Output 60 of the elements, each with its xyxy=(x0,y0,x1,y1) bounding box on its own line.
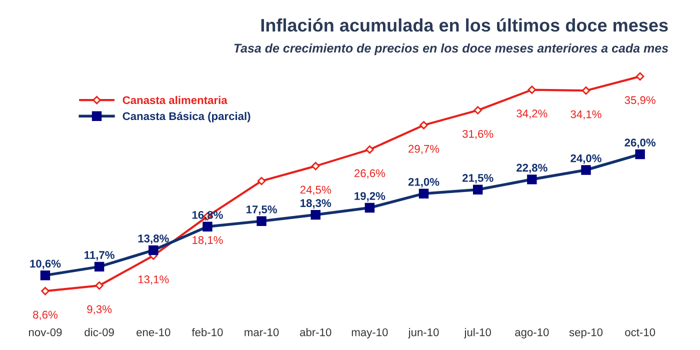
data-label: 22,8% xyxy=(516,164,548,174)
x-tick-label: sep-10 xyxy=(569,328,603,338)
point xyxy=(311,162,320,170)
data-label: 17,5% xyxy=(246,206,277,215)
x-tick-label: dic-09 xyxy=(84,328,114,336)
data-label: 26,0% xyxy=(624,138,656,148)
data-label: 13,1% xyxy=(138,275,169,285)
point xyxy=(581,165,591,175)
data-label: 18,1% xyxy=(192,236,223,246)
x-tick-label: oct-10 xyxy=(625,328,656,336)
point xyxy=(366,145,374,154)
x-tick-label: nov-09 xyxy=(28,328,62,336)
point xyxy=(636,72,644,81)
point xyxy=(40,270,50,280)
point xyxy=(202,222,212,232)
data-label: 8,6% xyxy=(33,310,58,320)
x-tick-label: feb-10 xyxy=(192,328,223,336)
point xyxy=(582,86,590,95)
point xyxy=(472,184,483,195)
data-label: 35,9% xyxy=(624,96,656,106)
point xyxy=(95,281,104,290)
data-label: 34,1% xyxy=(570,110,602,120)
data-label: 34,2% xyxy=(516,110,548,119)
point xyxy=(256,216,266,226)
chart-title: Inflación acumulada en los últimos doce meses xyxy=(261,18,668,32)
data-label: 11,7% xyxy=(84,251,114,261)
point xyxy=(418,188,429,198)
data-label: 24,0% xyxy=(570,154,602,164)
data-label: 31,6% xyxy=(462,130,494,140)
data-label: 9,3% xyxy=(87,305,112,314)
point xyxy=(420,121,428,130)
x-tick-label: mar-10 xyxy=(244,328,279,336)
point xyxy=(474,106,482,114)
data-label: 24,5% xyxy=(300,186,331,195)
data-label: 21,0% xyxy=(408,178,440,188)
legend-label: Canasta Básica (parcial) xyxy=(122,112,250,122)
point xyxy=(41,286,50,296)
data-label: 26,6% xyxy=(354,169,386,178)
x-tick-label: ago-10 xyxy=(515,328,549,338)
data-label: 21,5% xyxy=(462,174,494,184)
x-tick-label: ene-10 xyxy=(136,328,170,336)
point xyxy=(527,174,537,184)
data-label: 10,6% xyxy=(30,260,61,270)
point xyxy=(94,262,104,272)
point xyxy=(257,176,266,186)
point xyxy=(310,210,320,220)
point xyxy=(635,149,645,160)
point xyxy=(528,86,536,94)
x-tick-label: may-10 xyxy=(352,328,388,338)
data-label: 13,8% xyxy=(138,234,169,244)
data-label: 19,2% xyxy=(354,192,386,202)
point xyxy=(148,245,158,256)
chart-subtitle: Tasa de crecimiento de precios en los doce meses anteriores a cada mes xyxy=(234,43,668,56)
data-label: 29,7% xyxy=(408,144,440,154)
x-tick-label: jul-10 xyxy=(464,328,491,338)
x-tick-label: abr-10 xyxy=(300,328,332,336)
data-label: 18,3% xyxy=(300,199,332,209)
x-tick-label: jun-10 xyxy=(408,328,439,338)
point xyxy=(364,202,375,213)
legend-label: Canasta alimentaria xyxy=(122,96,228,104)
